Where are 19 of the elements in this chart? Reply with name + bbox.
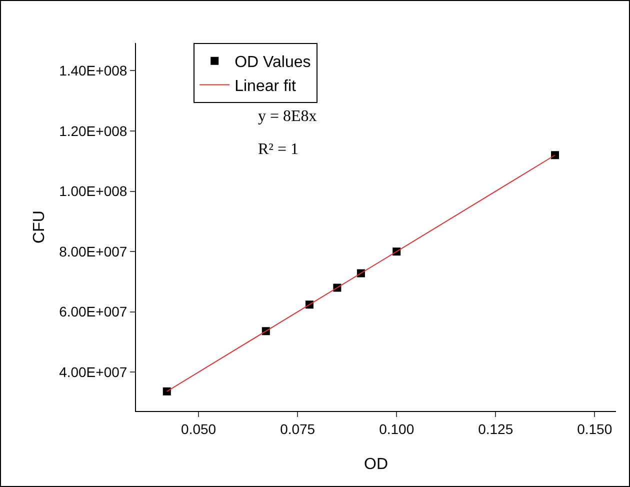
y-tick-label: 8.00E+007 [59, 243, 128, 260]
annotation: R² = 1 [258, 141, 298, 158]
legend-label: Linear fit [234, 78, 297, 95]
x-tick-label: 0.050 [181, 420, 216, 437]
y-tick-label: 6.00E+007 [59, 304, 128, 320]
legend-label: OD Values [234, 54, 311, 72]
x-tick-label: 0.125 [478, 420, 514, 437]
x-tick-label: 0.150 [577, 420, 612, 437]
x-tick-label: 0.075 [280, 420, 316, 437]
point [551, 151, 560, 160]
y-tick-label: 1.40E+008 [59, 62, 128, 79]
x-tick-label: 0.100 [379, 420, 414, 437]
point [162, 387, 171, 396]
y-tick-label: 1.00E+008 [59, 183, 128, 200]
y-tick-label: 4.00E+007 [59, 364, 128, 380]
y-axis-title: CFU [30, 210, 48, 244]
y-tick-label: 1.20E+008 [59, 122, 128, 139]
x-axis-title: OD [364, 456, 388, 473]
annotation: y = 8E8x [258, 108, 317, 125]
